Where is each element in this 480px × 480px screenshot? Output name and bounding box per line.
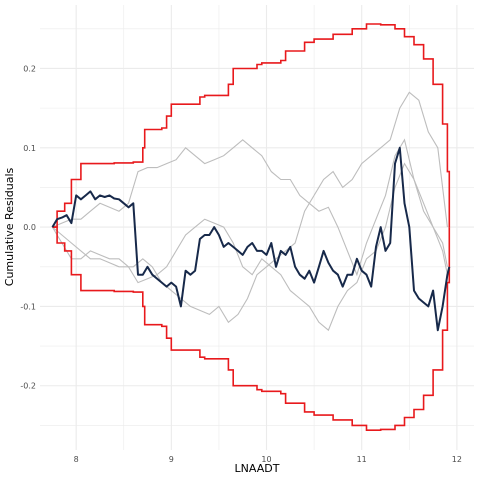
major-gridlines xyxy=(40,5,474,450)
observed-line xyxy=(51,146,451,332)
y-tick-labels: -0.2 -0.1 0.0 0.1 0.2 xyxy=(20,64,36,390)
bound-lines xyxy=(52,23,451,431)
observed-line-group xyxy=(51,146,451,332)
y-tick-label: 0.0 xyxy=(23,223,36,232)
simulated-line-3 xyxy=(51,162,448,332)
x-tick-label: 12 xyxy=(452,455,462,464)
simulated-line-2 xyxy=(52,138,448,277)
y-tick-label: 0.1 xyxy=(23,144,36,153)
x-tick-labels: 8 9 10 11 12 xyxy=(74,455,462,464)
x-tick-label: 10 xyxy=(261,455,271,464)
y-tick-label: -0.1 xyxy=(20,302,36,311)
y-tick-label: 0.2 xyxy=(23,64,36,73)
x-tick-label: 8 xyxy=(74,455,79,464)
lower-bound-line xyxy=(52,226,451,431)
y-tick-label: -0.2 xyxy=(20,382,36,391)
simulated-lines xyxy=(51,91,448,332)
simulated-line-1 xyxy=(52,91,448,324)
upper-bound-line xyxy=(52,23,451,228)
y-axis-title: Cumulative Residuals xyxy=(3,168,16,287)
x-tick-label: 9 xyxy=(169,455,174,464)
x-axis-title: LNAADT xyxy=(235,462,280,475)
x-tick-label: 11 xyxy=(357,455,367,464)
